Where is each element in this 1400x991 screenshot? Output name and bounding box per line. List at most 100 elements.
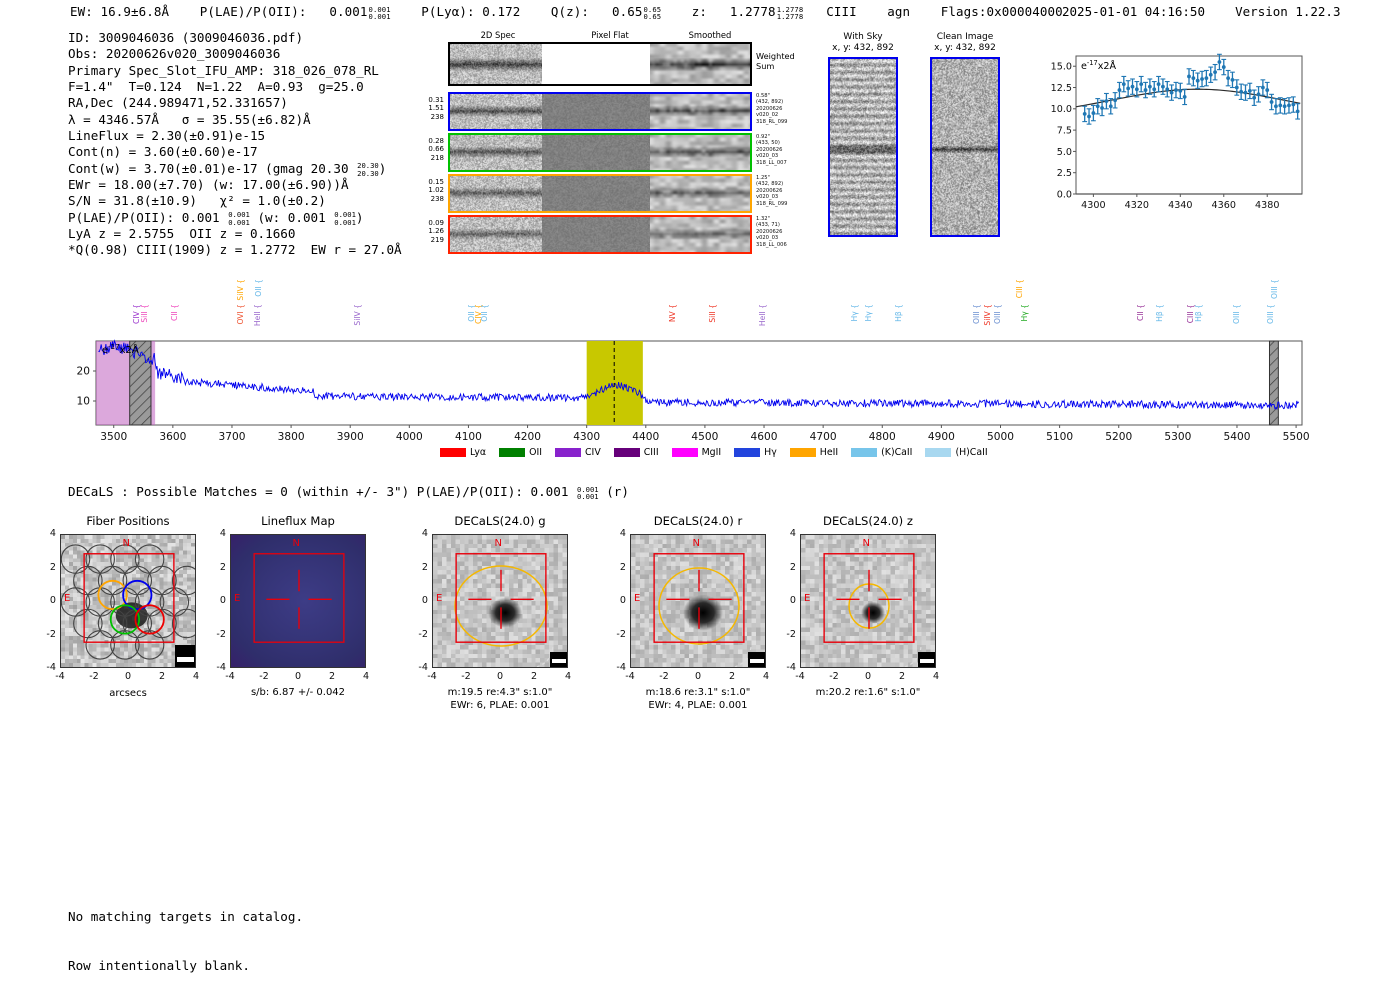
spec2d-cell-smoothed	[650, 176, 750, 211]
compass-e: E	[634, 592, 641, 604]
decals-cutout-image	[630, 534, 766, 668]
spec2d-row	[448, 174, 752, 213]
spec2d-cell-2dspec	[450, 135, 542, 170]
legend-swatch	[789, 448, 816, 457]
decals-xtick: 0	[124, 671, 132, 682]
legend-item: (K)CaII	[851, 447, 912, 458]
decals-xtick: -4	[55, 671, 65, 682]
line-fit-svg: 0.0 2.5 5.0 7.5 10.0 12.5 15.0 4300 4320 4340 4360…	[1051, 53, 1303, 211]
emission-line-label: CII {	[1136, 304, 1146, 322]
compass-n: N	[862, 538, 871, 549]
header-timestamp-block: 2025-01-01 04:16:50 Version 1.22.3	[1062, 4, 1340, 19]
decals-xtick: 4	[362, 671, 370, 682]
svg-text:20: 20	[77, 366, 91, 378]
info-cont-w: Cont(w) = 3.70(±0.01)e-17 (gmag 20.30 20…	[68, 160, 387, 178]
legend-item: CIV	[555, 447, 601, 458]
svg-text:4200: 4200	[514, 431, 541, 443]
info-lineflux: LineFlux = 2.30(±0.91)e-15	[68, 128, 266, 144]
header-version: Version 1.22.3	[1235, 4, 1341, 19]
info-best-solution: *Q(0.98) CIII(1909) z = 1.2772 EW r = 27…	[68, 242, 402, 258]
decals-xtick: 0	[496, 671, 504, 682]
decals-ytick: 2	[49, 561, 56, 573]
svg-text:10.0: 10.0	[1051, 104, 1072, 115]
decals-panel-title: Fiber Positions	[86, 514, 170, 528]
legend-label: HeII	[819, 447, 839, 458]
svg-text:12.5: 12.5	[1051, 83, 1072, 94]
decals-header: DECaLS : Possible Matches = 0 (within +/…	[68, 484, 629, 500]
sky-cutout-group: With Sky x, y: 432, 892 Clean Image x, y: 4…	[818, 32, 1028, 262]
legend-item: OII	[499, 447, 542, 458]
emission-line-label: OIII {	[1269, 279, 1279, 299]
spec2d-cell-2dspec	[450, 217, 542, 252]
emission-line-label: SiIV {	[353, 304, 363, 326]
spec2d-panel-group: 2D Spec Pixel Flat Smoothed Weighted Sum 0…	[420, 30, 800, 262]
svg-text:5000: 5000	[987, 431, 1014, 443]
spectrum-legend: Lyα OII CIV CIII MgII Hγ HeII (K)CaII (H)CaII	[440, 447, 988, 458]
emission-line-label: OIII {	[1231, 304, 1241, 324]
decals-xtick: 2	[728, 671, 736, 682]
legend-label: OII	[529, 447, 543, 458]
legend-swatch	[851, 448, 878, 457]
source-info-block: ID: 3009046036 (3009046036.pdf) Obs: 202…	[68, 30, 402, 259]
info-primary-spec: Primary Spec_Slot_IFU_AMP: 318_026_078_R…	[68, 62, 379, 78]
decals-cutout-image	[432, 534, 568, 668]
legend-item: (H)CaII	[925, 447, 988, 458]
emission-line-label: OVI {	[236, 304, 246, 325]
emission-line-label: HeII {	[757, 304, 767, 327]
spec2d-cell-pixelflat	[542, 44, 650, 84]
emission-line-label: Hβ {	[893, 304, 903, 322]
emission-line-label: SiIV {	[983, 304, 993, 326]
decals-ytick: 4	[49, 528, 56, 539]
spec2d-cell-pixelflat	[542, 135, 650, 170]
decals-xtick: -2	[89, 671, 99, 682]
header-z-range: 1.2778 1.2778	[776, 4, 804, 21]
lineflux-map-image	[230, 534, 366, 668]
sky-cutout-image	[930, 57, 1000, 237]
info-id: ID: 3009046036 (3009046036.pdf)	[68, 30, 304, 45]
fiber-positions-image	[60, 534, 196, 668]
svg-text:0.0: 0.0	[1057, 189, 1072, 200]
spec2d-cell-2dspec	[450, 94, 542, 129]
decals-xtick: 2	[898, 671, 906, 682]
footer-message: No matching targets in catalog. Row inte…	[68, 876, 303, 991]
emission-line-label: Hβ {	[1193, 304, 1203, 322]
legend-label: (H)CaII	[955, 447, 988, 458]
spec2d-cell-pixelflat	[542, 217, 650, 252]
decals-ytick: 2	[219, 561, 226, 573]
decals-ytick: 2	[789, 561, 796, 573]
emission-line-label: HeII {	[252, 304, 262, 327]
svg-text:3700: 3700	[218, 431, 245, 443]
spec2d-cell-smoothed	[650, 135, 750, 170]
svg-text:4600: 4600	[751, 431, 778, 443]
emission-line-label: SiIV {	[236, 279, 246, 301]
emission-line-label: Hγ {	[864, 304, 874, 322]
spec2d-row-meta: 0.58" (432, 892) 20200626 v020_02 318_RL_099	[756, 93, 788, 125]
sky-cutout-title-line2: x, y: 432, 892	[934, 43, 996, 53]
legend-label: Hγ	[764, 447, 777, 458]
compass-e: E	[64, 592, 71, 604]
legend-item: Hγ	[734, 447, 777, 458]
svg-text:5300: 5300	[1164, 431, 1191, 443]
legend-label: CIV	[585, 447, 601, 458]
spec2d-row-meta: 1.25" (432, 892) 20200626 v020_03 318_RL_099	[756, 175, 788, 207]
info-redshifts: LyA z = 2.5755 OII z = 0.1660	[68, 226, 296, 242]
info-seeing-throughput: F=1.4" T=0.124 N=1.22 A=0.93 g=25.0	[68, 79, 364, 95]
svg-text:4300: 4300	[573, 431, 600, 443]
decals-panel-title: DECaLS(24.0) z	[823, 514, 913, 528]
spec2d-row-metrics: 0.09 1.26 219	[428, 219, 444, 244]
header-summary-line: EW: 16.9±6.8Å P(LAE)/P(OII): 0.0010.001 0…	[70, 4, 1063, 20]
compass-e: E	[804, 592, 811, 604]
svg-text:e-17x2Å: e-17x2Å	[102, 343, 139, 356]
svg-text:5500: 5500	[1283, 431, 1310, 443]
decals-ytick: -4	[418, 662, 428, 673]
svg-text:4000: 4000	[396, 431, 423, 443]
info-radec: RA,Dec (244.989471,52.331657)	[68, 95, 288, 111]
decals-xtick: -4	[795, 671, 805, 682]
emission-line-label: OIII {	[971, 304, 981, 324]
svg-text:3900: 3900	[337, 431, 364, 443]
decals-ytick: -2	[418, 628, 428, 640]
masked-region	[1268, 340, 1279, 426]
header-plya: P(Lyα): 0.172	[421, 4, 521, 19]
decals-ytick: 0	[421, 595, 428, 606]
decals-xtick: -2	[461, 671, 471, 682]
